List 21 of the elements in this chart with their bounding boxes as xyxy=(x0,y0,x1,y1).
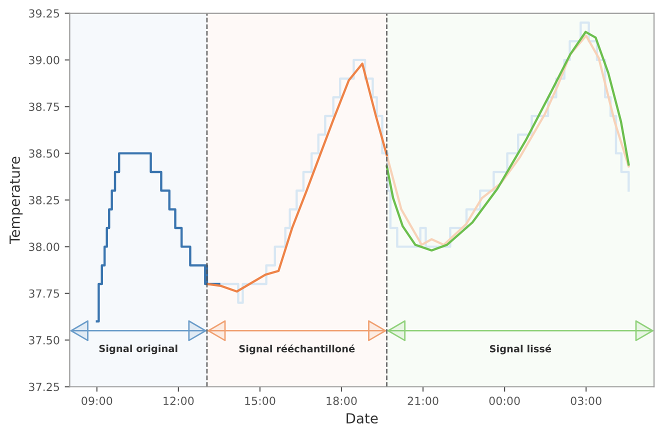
x-tick-label: 00:00 xyxy=(489,396,520,406)
x-tick-label: 09:00 xyxy=(82,396,112,406)
y-tick-label: 38.25 xyxy=(29,196,60,204)
y-axis-title: Temperature xyxy=(10,156,23,244)
y-tick-label: 37.25 xyxy=(29,382,60,392)
band-label: Signal original xyxy=(99,344,178,354)
x-tick-label: 21:00 xyxy=(408,396,438,406)
y-tick-label: 37.75 xyxy=(29,289,60,298)
y-tick-label: 38.50 xyxy=(29,149,60,158)
x-tick-label: 18:00 xyxy=(326,396,357,406)
y-tick-label: 39.25 xyxy=(29,9,60,18)
band-label: Signal lissé xyxy=(490,344,552,354)
y-tick-label: 38.75 xyxy=(29,102,60,112)
band-label: Signal rééchantilloné xyxy=(239,344,355,354)
x-tick-label: 15:00 xyxy=(245,396,276,406)
x-tick-label: 03:00 xyxy=(570,396,602,406)
y-tick-label: 39.00 xyxy=(29,56,60,64)
x-tick-label: 12:00 xyxy=(164,396,194,406)
y-tick-label: 37.50 xyxy=(29,336,60,344)
x-axis-title: Date xyxy=(346,413,378,424)
y-tick-label: 38.00 xyxy=(29,242,60,252)
